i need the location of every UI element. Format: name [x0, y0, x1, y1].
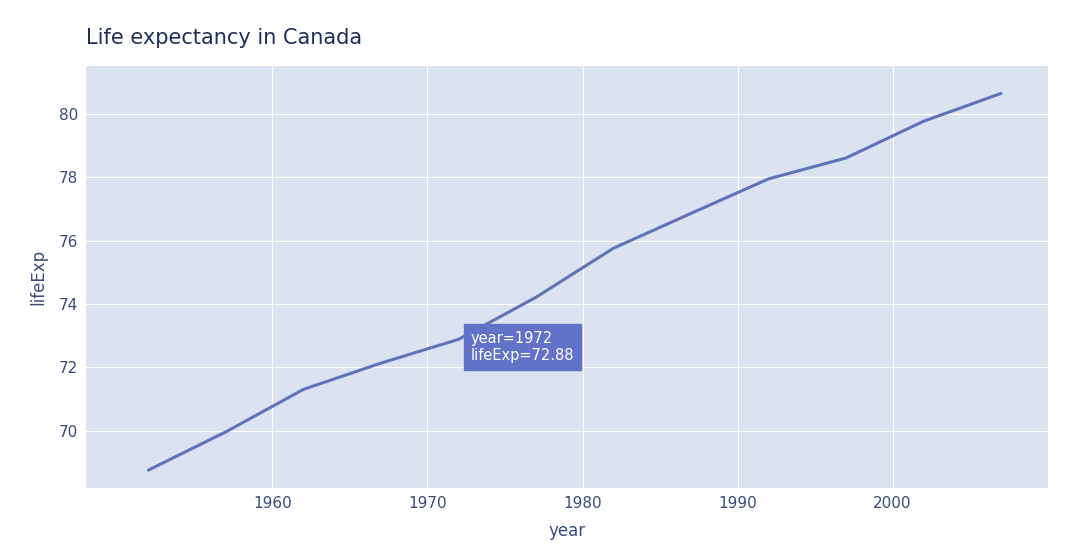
Text: year=1972
lifeExp=72.88: year=1972 lifeExp=72.88 — [471, 331, 575, 363]
X-axis label: year: year — [549, 522, 585, 540]
Text: Life expectancy in Canada: Life expectancy in Canada — [86, 28, 363, 48]
Y-axis label: lifeExp: lifeExp — [29, 249, 48, 305]
